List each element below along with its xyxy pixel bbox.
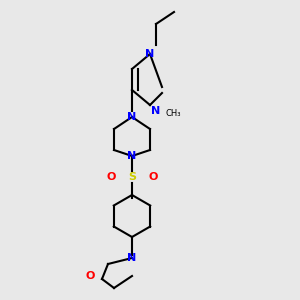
Text: CH₃: CH₃	[165, 110, 181, 118]
Text: O: O	[148, 172, 158, 182]
Text: N: N	[128, 151, 136, 161]
Text: N: N	[146, 49, 154, 59]
Text: N: N	[128, 112, 136, 122]
Text: O: O	[106, 172, 116, 182]
Text: S: S	[128, 172, 136, 182]
Text: O: O	[85, 271, 95, 281]
Text: N: N	[152, 106, 160, 116]
Text: N: N	[128, 253, 136, 263]
